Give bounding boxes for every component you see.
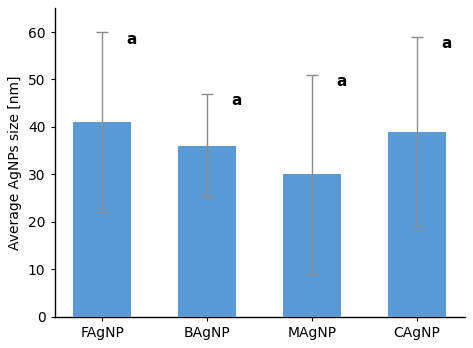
Bar <box>283 174 341 317</box>
Bar <box>178 146 236 317</box>
Text: a: a <box>232 93 242 108</box>
Bar <box>73 122 131 317</box>
Text: a: a <box>127 32 137 47</box>
Y-axis label: Average AgNPs size [nm]: Average AgNPs size [nm] <box>9 75 22 250</box>
Text: a: a <box>337 74 347 89</box>
Text: a: a <box>442 37 452 52</box>
Bar <box>388 132 446 317</box>
